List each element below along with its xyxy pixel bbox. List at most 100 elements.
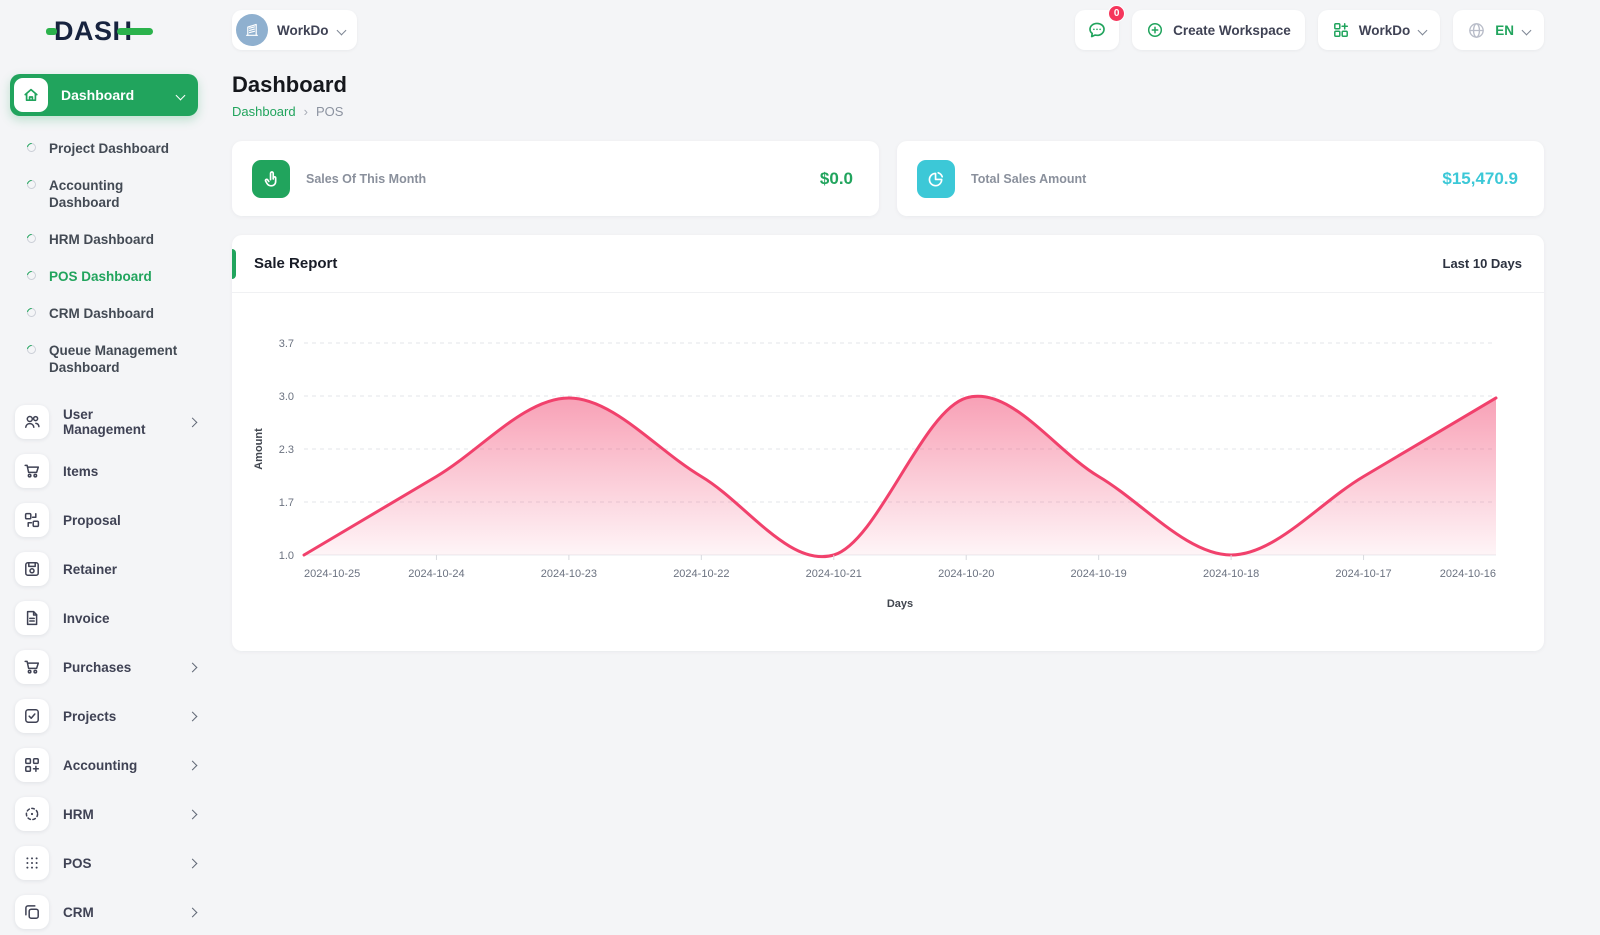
messages-badge: 0: [1108, 5, 1126, 22]
chevron-right-icon: [187, 417, 198, 427]
pie-chart-icon: [917, 159, 955, 198]
sale-report-chart-area: 3.7 3.0 2.3 1.7 1.0 2024-10-25 2024-10-24 2024-…: [232, 293, 1544, 643]
floppy-icon: [15, 552, 49, 586]
chevron-right-icon: [187, 711, 198, 721]
sale-report-title: Sale Report: [254, 255, 338, 272]
sale-report-header: Sale Report Last 10 Days: [232, 235, 1544, 293]
svg-text:2024-10-19: 2024-10-19: [1071, 568, 1127, 580]
stat-card-sales-of-month: Sales Of This Month $0.0: [232, 141, 879, 216]
chevron-right-icon: [187, 858, 198, 868]
breadcrumb-dashboard-link[interactable]: Dashboard: [232, 104, 296, 119]
chevron-right-icon: [187, 662, 198, 672]
bullet-icon: [25, 232, 38, 245]
svg-text:2024-10-23: 2024-10-23: [541, 568, 597, 580]
sidebar-item-purchases[interactable]: Purchases: [0, 644, 212, 690]
sidebar-item-invoice[interactable]: Invoice: [0, 595, 212, 641]
stat-label: Total Sales Amount: [971, 171, 1087, 186]
sale-report-card: Sale Report Last 10 Days 3.7 3.0 2.3 1.7 1.0…: [232, 235, 1544, 651]
dashboard-submenu: Project Dashboard Accounting Dashboard H…: [0, 122, 212, 388]
dots-grid-icon: [15, 846, 49, 880]
sidebar-item-proposal[interactable]: Proposal: [0, 497, 212, 543]
bullet-icon: [25, 306, 38, 319]
main-content: Dashboard Dashboard › POS Sales Of This …: [232, 72, 1544, 651]
bullet-icon: [25, 343, 38, 356]
svg-text:2024-10-24: 2024-10-24: [408, 568, 464, 580]
svg-text:2024-10-21: 2024-10-21: [806, 568, 862, 580]
sidebar-item-project-dashboard[interactable]: Project Dashboard: [0, 130, 212, 167]
sidebar: DASH Dashboard Project Dashboard Account…: [0, 0, 212, 929]
workspace-menu-button[interactable]: WorkDo: [1317, 10, 1441, 50]
sidebar-item-queue-management-dashboard[interactable]: Queue Management Dashboard: [0, 332, 212, 386]
logo-bar-accent: [116, 27, 153, 35]
svg-text:2024-10-18: 2024-10-18: [1203, 568, 1259, 580]
chevron-down-icon: [175, 90, 186, 100]
app-logo[interactable]: DASH: [0, 0, 212, 62]
svg-text:1.7: 1.7: [279, 497, 294, 509]
stats-row: Sales Of This Month $0.0 Total Sales Amo…: [232, 141, 1544, 216]
topbar-actions: 0 Create Workspace WorkDo EN: [1075, 5, 1544, 50]
bullet-icon: [25, 269, 38, 282]
sidebar-item-dashboard[interactable]: Dashboard: [10, 74, 198, 116]
svg-text:3.7: 3.7: [279, 338, 294, 350]
svg-text:1.0: 1.0: [279, 550, 294, 562]
page-title: Dashboard: [232, 72, 347, 97]
svg-text:3.0: 3.0: [279, 391, 294, 403]
svg-text:2024-10-20: 2024-10-20: [938, 568, 994, 580]
svg-text:2.3: 2.3: [279, 444, 294, 456]
sale-report-period: Last 10 Days: [1442, 256, 1523, 271]
svg-text:2024-10-16: 2024-10-16: [1440, 568, 1496, 580]
header-accent-bar: [232, 249, 236, 279]
language-code: EN: [1495, 22, 1514, 38]
svg-text:2024-10-25: 2024-10-25: [304, 568, 360, 580]
swap-boxes-icon: [15, 503, 49, 537]
stat-value: $0.0: [819, 168, 853, 188]
dashed-circle-icon: [15, 797, 49, 831]
chevron-right-icon: [187, 907, 198, 917]
sidebar-item-accounting[interactable]: Accounting: [0, 742, 212, 788]
logo-dash-accent: [46, 27, 57, 35]
topbar: WorkDo 0 Create Workspace WorkDo: [232, 5, 1544, 51]
check-square-icon: [15, 699, 49, 733]
sidebar-item-pos-dashboard[interactable]: POS Dashboard: [0, 258, 212, 295]
breadcrumb: Dashboard › POS: [232, 104, 1544, 119]
breadcrumb-current: POS: [315, 104, 344, 119]
workspace-name: WorkDo: [277, 22, 329, 38]
sidebar-item-pos[interactable]: POS: [0, 840, 212, 886]
chevron-right-icon: [187, 760, 198, 770]
document-icon: [15, 601, 49, 635]
sidebar-item-hrm[interactable]: HRM: [0, 791, 212, 837]
svg-text:2024-10-17: 2024-10-17: [1335, 568, 1391, 580]
copy-icon: [15, 895, 49, 929]
svg-text:Amount: Amount: [253, 428, 265, 470]
bullet-icon: [25, 141, 38, 154]
cart-icon: [15, 650, 49, 684]
create-workspace-button[interactable]: Create Workspace: [1132, 10, 1305, 50]
sidebar-item-hrm-dashboard[interactable]: HRM Dashboard: [0, 221, 212, 258]
chevron-down-icon: [336, 25, 346, 35]
sidebar-item-retainer[interactable]: Retainer: [0, 546, 212, 592]
sidebar-item-crm[interactable]: CRM: [0, 889, 212, 935]
svg-text:Days: Days: [887, 598, 913, 610]
sidebar-item-projects[interactable]: Projects: [0, 693, 212, 739]
tap-icon: [252, 159, 290, 198]
home-icon: [14, 78, 48, 112]
breadcrumb-separator: ›: [303, 104, 308, 119]
workspace-switcher[interactable]: WorkDo: [232, 10, 357, 50]
sidebar-item-items[interactable]: Items: [0, 448, 212, 494]
chevron-right-icon: [187, 809, 198, 819]
sidebar-item-user-management[interactable]: User Management: [0, 399, 212, 445]
sidebar-item-accounting-dashboard[interactable]: Accounting Dashboard: [0, 167, 212, 221]
stat-label: Sales Of This Month: [306, 171, 427, 186]
stat-card-total-sales: Total Sales Amount $15,470.9: [897, 141, 1544, 216]
bullet-icon: [25, 178, 38, 191]
sale-report-chart[interactable]: 3.7 3.0 2.3 1.7 1.0 2024-10-25 2024-10-24 2024-…: [248, 327, 1528, 639]
chevron-down-icon: [1417, 25, 1428, 35]
language-menu-button[interactable]: EN: [1453, 10, 1544, 50]
sidebar-item-crm-dashboard[interactable]: CRM Dashboard: [0, 295, 212, 332]
sidebar-nav: User Management Items Proposal: [0, 388, 212, 935]
users-icon: [15, 405, 49, 439]
chevron-down-icon: [1521, 25, 1532, 35]
workspace-avatar: [236, 14, 268, 46]
stat-value: $15,470.9: [1442, 168, 1518, 188]
messages-button[interactable]: 0: [1075, 5, 1126, 50]
